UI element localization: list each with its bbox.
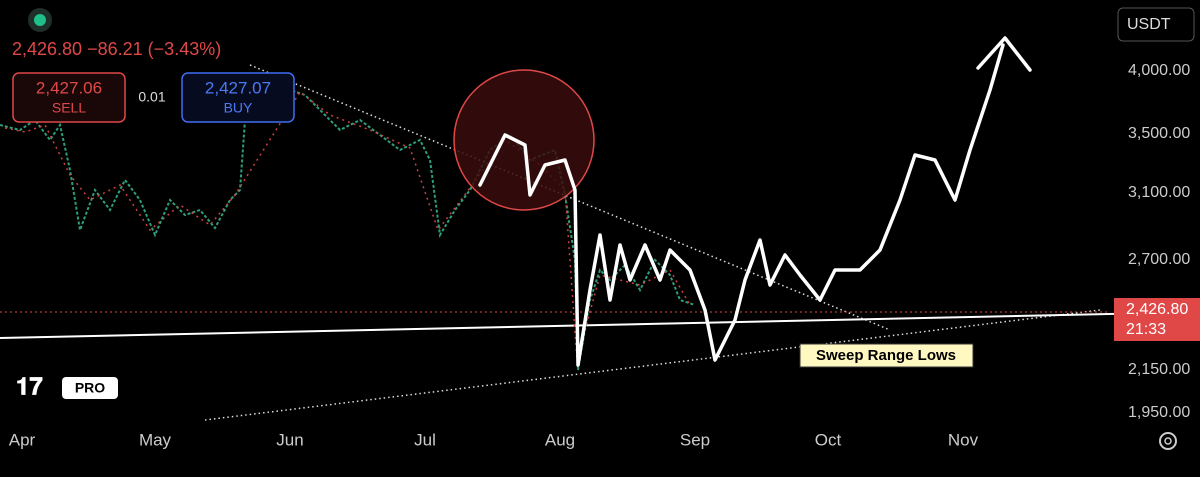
- price-tick-label: 3,100.00: [1128, 184, 1190, 201]
- header-change-pct: (−3.43%): [148, 39, 222, 59]
- time-tick-label: Apr: [9, 430, 36, 449]
- last-price-badge: [1114, 298, 1200, 341]
- status-dot: [34, 14, 46, 26]
- settings-icon[interactable]: [1159, 432, 1177, 450]
- spread: 0.01: [138, 89, 165, 105]
- price-axis: 4,000.00 3,500.00 3,100.00 2,700.00 2,150.00…: [1128, 62, 1190, 421]
- header-change: −86.21: [87, 39, 143, 59]
- settings-icon-inner[interactable]: [1164, 437, 1172, 445]
- annotation-box: [799, 343, 974, 368]
- sell-price[interactable]: 2,427.06: [36, 78, 102, 97]
- header-price: 2,426.80: [12, 39, 82, 59]
- countdown: 21:33: [1126, 321, 1166, 338]
- trendline-up: [204, 309, 1101, 421]
- sell-button[interactable]: [12, 72, 126, 123]
- buy-price[interactable]: 2,427.07: [205, 78, 271, 97]
- time-tick-label: Jul: [414, 430, 436, 449]
- price-tick-label: 2,150.00: [1128, 361, 1190, 378]
- currency[interactable]: USDT: [1127, 16, 1171, 33]
- last-price: 2,426.80: [1126, 301, 1188, 318]
- price-tick-label: 1,950.00: [1128, 404, 1190, 421]
- logo-badge: [62, 377, 118, 399]
- time-axis: Apr May Jun Jul Aug Sep Oct Nov: [9, 430, 979, 449]
- time-tick-label: May: [139, 430, 172, 449]
- time-tick-label: Jun: [276, 430, 303, 449]
- buy-label[interactable]: BUY: [224, 100, 253, 116]
- projection-drawing: [478, 36, 1032, 367]
- time-tick-label: Oct: [815, 430, 842, 449]
- header-quote: 2,426.80 −86.21 (−3.43%): [12, 39, 221, 59]
- highlight-circle: [453, 69, 595, 211]
- currency-box[interactable]: [1117, 7, 1195, 42]
- sell-label[interactable]: SELL: [52, 100, 86, 116]
- logo-mark: 𝟏𝟕: [16, 373, 43, 400]
- price-tick-label: 4,000.00: [1128, 62, 1190, 79]
- logo-text: PRO: [75, 380, 105, 396]
- time-tick-label: Sep: [680, 430, 710, 449]
- buy-button[interactable]: [181, 72, 295, 123]
- trendline-down: [249, 64, 891, 331]
- price-tick-label: 3,500.00: [1128, 125, 1190, 142]
- horizontal-line: [0, 311, 1200, 339]
- annotation: Sweep Range Lows: [816, 347, 956, 364]
- time-tick-label: Aug: [545, 430, 575, 449]
- price-tick-label: 2,700.00: [1128, 251, 1190, 268]
- time-tick-label: Nov: [948, 430, 979, 449]
